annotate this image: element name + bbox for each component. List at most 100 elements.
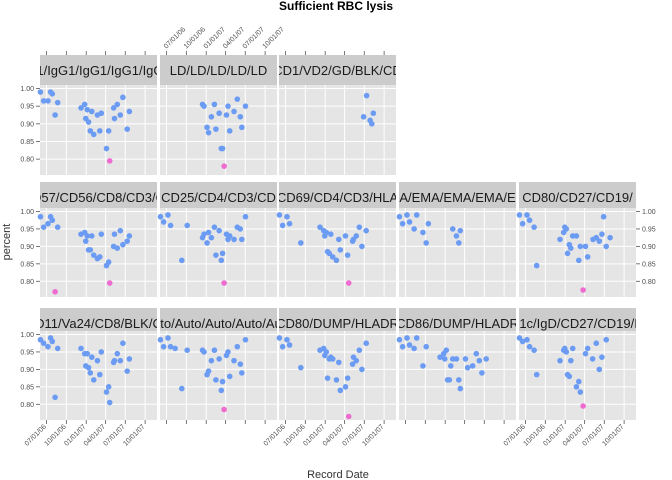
- data-point: [533, 262, 540, 269]
- data-point: [399, 220, 406, 227]
- data-point: [323, 349, 330, 355]
- panel-background: [399, 331, 516, 420]
- panel-strip-label: CD57/CD56/CD8/CD3/CD: [23, 190, 175, 205]
- y-tick-label: 1.00: [20, 332, 34, 339]
- data-point: [184, 347, 190, 353]
- data-point: [85, 364, 92, 371]
- data-point: [413, 335, 420, 341]
- panel-strip: [160, 55, 277, 85]
- data-point: [211, 347, 218, 353]
- data-point: [564, 250, 571, 257]
- data-point: [603, 243, 610, 250]
- data-point: [519, 338, 526, 345]
- data-point: [98, 231, 105, 237]
- data-point: [441, 356, 448, 362]
- data-point: [52, 112, 58, 118]
- data-point: [211, 101, 218, 108]
- data-point: [179, 257, 185, 264]
- data-point: [276, 212, 283, 218]
- data-point: [114, 245, 121, 251]
- data-point: [89, 108, 95, 115]
- data-point: [286, 342, 293, 348]
- y-tick-label-right: 1.00: [642, 209, 656, 216]
- data-point: [324, 375, 331, 381]
- data-point: [342, 384, 349, 390]
- data-point: [223, 112, 230, 118]
- data-point: [399, 343, 406, 350]
- data-point: [329, 356, 336, 362]
- data-point: [94, 357, 101, 364]
- data-point: [105, 259, 112, 265]
- data-point: [582, 243, 589, 250]
- data-point: [360, 113, 367, 120]
- data-point: [237, 361, 244, 367]
- data-point: [242, 103, 249, 109]
- data-point: [37, 89, 44, 95]
- data-point: [563, 349, 570, 355]
- data-point: [469, 363, 476, 369]
- data-point: [120, 340, 126, 347]
- panel: EMA/EMA/EMA/EMA/EMA: [396, 182, 516, 297]
- data-point: [284, 213, 290, 220]
- data-point: [406, 219, 413, 225]
- data-point: [85, 119, 92, 125]
- data-point: [577, 243, 584, 250]
- data-point: [584, 254, 591, 260]
- panels-layer: G1/IgG1/IgG1/IgG1/IgG1 0.80 0.85 0.90 0.95 1.…: [20, 26, 655, 448]
- y-tick-label-right: 0.90: [642, 244, 656, 251]
- panel-strip: [279, 182, 396, 212]
- panel-background: [399, 208, 516, 297]
- data-point: [124, 368, 131, 374]
- data-point: [607, 234, 613, 241]
- data-point: [335, 236, 342, 243]
- panel-strip-label: CD1c/IgD/CD27/CD19/IgD: [501, 316, 655, 331]
- data-point: [328, 231, 334, 237]
- data-point: [218, 387, 225, 394]
- data-point: [216, 110, 222, 117]
- panel-strip-label: CD69/CD4/CD3/HLA: [277, 190, 399, 205]
- data-point: [337, 387, 344, 394]
- data-point: [276, 335, 283, 341]
- data-point: [353, 233, 360, 239]
- data-point: [117, 112, 124, 118]
- panel-strip-label: Auto/Auto/Auto/Auto/Auto: [144, 316, 292, 331]
- panel: LD/LD/LD/LD/LD07/01/0610/01/0601/01/0704…: [160, 26, 286, 175]
- data-point: [208, 113, 215, 120]
- data-point: [87, 370, 94, 376]
- data-point: [110, 105, 117, 111]
- data-point: [446, 377, 453, 383]
- data-point: [45, 98, 51, 104]
- data-point: [167, 343, 174, 350]
- data-point: [533, 371, 540, 378]
- data-point: [242, 336, 249, 343]
- data-point: [37, 213, 44, 220]
- data-point: [201, 231, 207, 237]
- data-point: [369, 121, 375, 127]
- data-point: [363, 227, 370, 234]
- data-point: [356, 347, 363, 353]
- data-point: [370, 110, 377, 117]
- data-point: [396, 213, 403, 220]
- data-point: [457, 227, 464, 234]
- y-tick-label: 0.90: [20, 367, 34, 374]
- panel-strip: [160, 182, 277, 212]
- panel-background: [160, 208, 277, 297]
- data-point: [464, 364, 471, 371]
- y-tick-label: 0.95: [20, 226, 34, 233]
- data-point: [78, 345, 84, 352]
- data-point: [234, 343, 241, 350]
- y-tick-label-right: 0.85: [642, 261, 656, 268]
- panel-strip-label: CD86/DUMP/HLADR: [396, 316, 519, 331]
- data-point: [413, 212, 420, 218]
- data-point: [105, 128, 112, 134]
- data-point: [126, 108, 133, 115]
- data-point: [114, 101, 121, 108]
- data-point: [165, 335, 171, 341]
- data-point: [329, 254, 336, 260]
- data-point: [453, 356, 460, 362]
- data-point: [204, 124, 210, 131]
- data-point: [333, 377, 340, 383]
- data-point: [87, 247, 94, 253]
- panel-strip-label: CD80/DUMP/HLADR: [276, 316, 399, 331]
- panel: G1/IgG1/IgG1/IgG1/IgG1 0.80 0.85 0.90 0.95 1.…: [20, 51, 157, 175]
